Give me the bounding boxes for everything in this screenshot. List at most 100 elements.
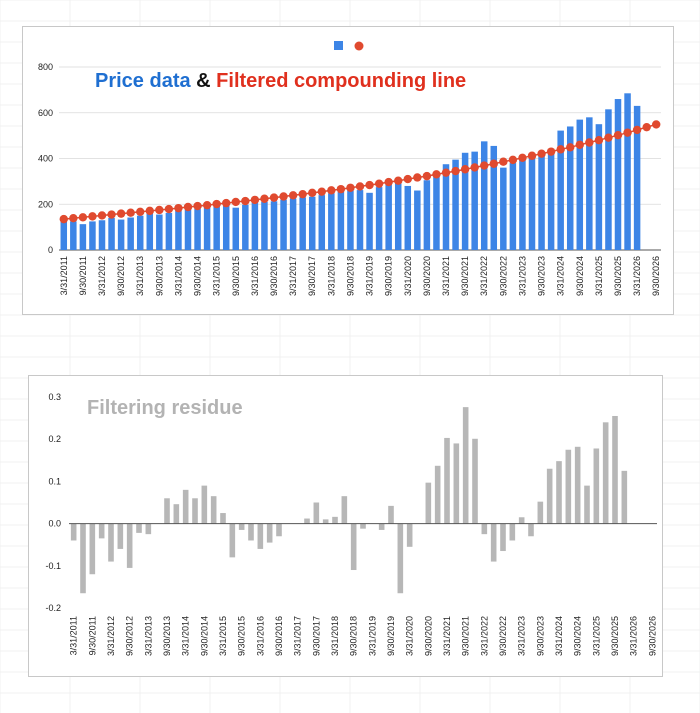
price-data-bars: [60, 93, 641, 251]
x-tick-label: 3/31/2023: [517, 256, 527, 296]
residue-bar: [332, 516, 338, 524]
filtered-line-point: [231, 197, 240, 207]
residue-chart-y-ticks: -0.2 -0.1 0.0 0.1 0.2 0.3: [45, 392, 61, 613]
price-bar: [366, 192, 373, 250]
x-tick-label: 9/30/2013: [162, 616, 172, 656]
filtered-line-point: [116, 209, 126, 218]
x-tick-label: 3/31/2020: [405, 616, 415, 656]
x-tick-label: 3/31/2024: [556, 256, 566, 296]
price-chart-panel: 0 200 400 600 800 3/31/2011 9/30/2011 3/31/201…: [22, 26, 674, 315]
x-tick-label: 3/31/2016: [250, 256, 260, 296]
x-tick-label: 9/30/2025: [610, 616, 620, 656]
price-bar: [89, 221, 96, 250]
filtered-line-point: [403, 174, 412, 184]
residue-bar: [257, 523, 264, 549]
filtered-line-point: [288, 191, 298, 200]
price-bar: [557, 130, 564, 250]
residue-bar: [574, 446, 581, 524]
x-tick-label: 9/30/2015: [231, 256, 241, 296]
residue-bar: [220, 513, 226, 524]
filtered-line-point: [374, 179, 384, 188]
y-tick-label: 600: [38, 108, 53, 118]
filtered-line-point: [241, 196, 250, 206]
x-tick-label: 3/31/2017: [288, 256, 298, 296]
price-bar: [547, 149, 555, 250]
filtered-line-point: [365, 180, 374, 190]
filtered-line-point: [212, 199, 221, 209]
residue-bar: [584, 485, 590, 524]
x-tick-label: 3/31/2011: [59, 256, 69, 295]
price-bar: [538, 153, 545, 250]
residue-bars: [70, 407, 628, 594]
filtered-line-point: [107, 210, 116, 219]
price-bar: [404, 185, 412, 250]
filtered-line-point: [279, 192, 288, 201]
price-bar: [194, 208, 201, 250]
x-tick-label: 3/31/2025: [594, 256, 604, 296]
filtered-line-point: [183, 202, 193, 212]
price-bar: [146, 213, 154, 250]
filtered-line-point: [250, 195, 260, 205]
residue-bar: [397, 523, 404, 594]
y-tick-label: 0.2: [48, 434, 61, 444]
residue-bar: [313, 502, 320, 524]
x-tick-label: 3/31/2012: [97, 256, 107, 296]
filtered-line-point: [537, 149, 546, 158]
x-tick-label: 3/31/2015: [218, 616, 228, 656]
filtered-line-point: [317, 187, 326, 196]
residue-bar: [89, 523, 96, 575]
x-tick-label: 9/30/2022: [498, 616, 508, 656]
x-tick-label: 9/30/2014: [193, 256, 203, 296]
residue-bar: [304, 518, 310, 524]
y-tick-label: 800: [38, 62, 53, 72]
price-bar: [251, 202, 259, 250]
price-bar: [337, 191, 345, 250]
price-bar: [242, 204, 249, 250]
y-tick-label: 400: [38, 154, 53, 164]
residue-bar: [136, 523, 142, 533]
residue-bar: [117, 523, 124, 549]
residue-chart-panel: -0.2 -0.1 0.0 0.1 0.2 0.3 3/31/2011 9/30/2011 3…: [28, 375, 663, 677]
filtered-line-point: [308, 188, 317, 198]
residue-bar: [472, 438, 478, 524]
price-chart-legend: [334, 41, 364, 51]
residue-bar: [462, 407, 469, 524]
residue-bar: [425, 482, 432, 524]
residue-chart-title-part-0: Filtering residue: [87, 397, 243, 419]
residue-bar: [201, 485, 208, 524]
residue-bar: [453, 443, 460, 524]
price-bar: [576, 119, 584, 250]
x-tick-label: 9/30/2020: [422, 256, 432, 296]
filtered-line-point: [499, 157, 508, 166]
x-tick-label: 3/31/2019: [365, 256, 375, 296]
residue-bar: [192, 498, 198, 524]
price-chart-x-ticks: 3/31/2011 9/30/2011 3/31/2012 9/30/2012 3/31…: [59, 256, 661, 296]
residue-bar: [164, 498, 170, 524]
price-bar: [175, 210, 182, 250]
x-tick-label: 3/31/2024: [554, 616, 564, 656]
price-bar: [347, 190, 354, 250]
price-bar: [433, 174, 440, 250]
price-bar: [213, 206, 220, 250]
y-tick-label: 0.1: [48, 476, 61, 486]
price-bar: [414, 190, 421, 250]
x-tick-label: 9/30/2015: [237, 616, 247, 656]
x-tick-label: 3/31/2026: [632, 256, 642, 296]
x-tick-label: 3/31/2020: [403, 256, 413, 296]
residue-bar: [612, 415, 618, 524]
filtered-line-point: [585, 138, 594, 147]
x-tick-label: 3/31/2013: [135, 256, 145, 296]
residue-bar: [565, 449, 572, 524]
residue-bar: [528, 523, 534, 537]
price-bar: [528, 153, 536, 250]
filtered-line-series: [59, 120, 661, 224]
residue-bar: [108, 523, 114, 562]
filtered-line-point: [508, 155, 518, 165]
residue-bar: [182, 489, 189, 524]
filtered-line-point: [97, 211, 107, 220]
x-tick-label: 9/30/2011: [78, 256, 88, 295]
filtered-line-point: [69, 214, 78, 223]
filtered-line-point: [394, 176, 403, 185]
filtered-line-point: [88, 212, 97, 221]
residue-bar: [378, 523, 385, 530]
